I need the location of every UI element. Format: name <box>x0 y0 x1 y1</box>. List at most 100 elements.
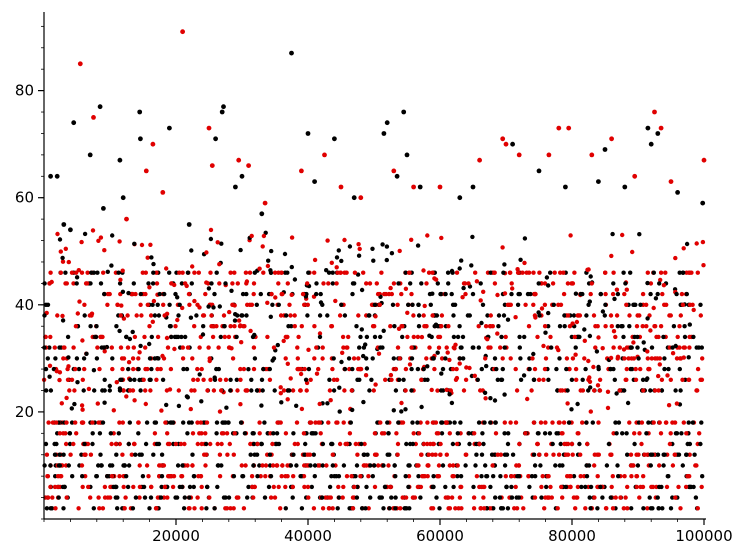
scatter-point <box>278 391 283 396</box>
scatter-point <box>698 441 703 447</box>
scatter-point <box>661 452 666 457</box>
scatter-point <box>674 356 680 361</box>
scatter-point <box>190 264 195 269</box>
scatter-point <box>331 388 337 393</box>
scatter-point <box>500 245 505 250</box>
scatter-point <box>388 324 393 329</box>
scatter-point <box>505 317 511 322</box>
scatter-point <box>259 403 264 408</box>
scatter-point <box>611 345 616 350</box>
scatter-point <box>513 315 518 320</box>
scatter-point <box>223 377 229 382</box>
scatter-point <box>177 270 182 275</box>
scatter-point <box>697 431 702 436</box>
scatter-point <box>407 506 412 511</box>
scatter-point <box>424 356 429 361</box>
scatter-point <box>364 281 369 286</box>
scatter-point <box>554 366 559 372</box>
scatter-point <box>687 441 693 447</box>
scatter-point <box>357 246 362 252</box>
scatter-point <box>60 255 65 261</box>
scatter-point <box>363 373 369 378</box>
scatter-point <box>52 441 57 447</box>
scatter-point <box>514 388 520 393</box>
scatter-point <box>168 366 174 372</box>
scatter-point <box>483 324 489 329</box>
scatter-point <box>674 401 680 406</box>
scatter-point <box>105 269 111 274</box>
scatter-point <box>239 340 244 345</box>
scatter-point <box>588 409 593 414</box>
scatter-point <box>559 431 564 436</box>
scatter-point <box>167 302 172 307</box>
scatter-point <box>96 238 101 243</box>
scatter-point <box>653 296 659 301</box>
scatter-point <box>370 246 375 251</box>
scatter-point <box>542 366 548 372</box>
scatter-point <box>308 463 313 468</box>
scatter-point <box>640 324 645 329</box>
scatter-point <box>350 281 356 286</box>
scatter-point <box>521 506 526 511</box>
scatter-point <box>251 366 257 372</box>
scatter-point <box>274 463 279 468</box>
scatter-point <box>269 248 274 254</box>
scatter-point <box>212 377 218 382</box>
scatter-point <box>502 345 507 350</box>
scatter-point <box>100 506 106 511</box>
scatter-point <box>64 495 69 500</box>
scatter-point <box>609 324 614 329</box>
scatter-point <box>76 506 81 511</box>
scatter-point <box>148 388 153 393</box>
scatter-point <box>227 441 232 447</box>
scatter-point <box>113 441 119 447</box>
scatter-point <box>238 366 243 372</box>
scatter-point <box>57 237 63 242</box>
scatter-point <box>488 270 493 275</box>
scatter-point <box>327 388 333 393</box>
scatter-point <box>98 281 104 286</box>
scatter-point <box>89 313 94 318</box>
scatter-point <box>656 506 661 511</box>
scatter-point <box>246 163 252 169</box>
scatter-point <box>516 495 521 500</box>
scatter-point <box>583 366 588 372</box>
scatter-point <box>420 474 425 479</box>
scatter-point <box>148 495 154 500</box>
scatter-point <box>289 264 294 270</box>
scatter-point <box>346 356 352 361</box>
scatter-point <box>136 431 141 436</box>
scatter-point <box>546 324 551 329</box>
scatter-point <box>493 495 498 500</box>
scatter-point <box>419 377 424 382</box>
scatter-point <box>283 334 288 340</box>
scatter-point <box>610 231 615 237</box>
scatter-point <box>152 431 158 436</box>
scatter-point <box>662 366 667 372</box>
scatter-point <box>48 506 53 511</box>
scatter-point <box>548 334 553 340</box>
scatter-point <box>387 506 392 511</box>
scatter-point <box>682 324 687 329</box>
scatter-point <box>641 340 646 345</box>
scatter-point <box>454 441 460 447</box>
scatter-point <box>324 268 329 273</box>
scatter-point <box>425 474 430 479</box>
scatter-point <box>366 474 371 479</box>
scatter-point <box>556 347 561 353</box>
scatter-point <box>109 345 115 350</box>
scatter-point <box>362 463 367 468</box>
scatter-point <box>222 334 227 340</box>
scatter-point <box>684 291 689 297</box>
scatter-point <box>197 305 202 310</box>
scatter-point <box>76 268 82 273</box>
scatter-point <box>206 125 212 131</box>
scatter-point <box>95 345 100 350</box>
scatter-point <box>167 270 172 275</box>
scatter-point <box>498 506 504 511</box>
scatter-point <box>488 313 493 318</box>
scatter-point <box>461 356 466 361</box>
scatter-point <box>48 334 53 340</box>
scatter-point <box>339 359 344 365</box>
